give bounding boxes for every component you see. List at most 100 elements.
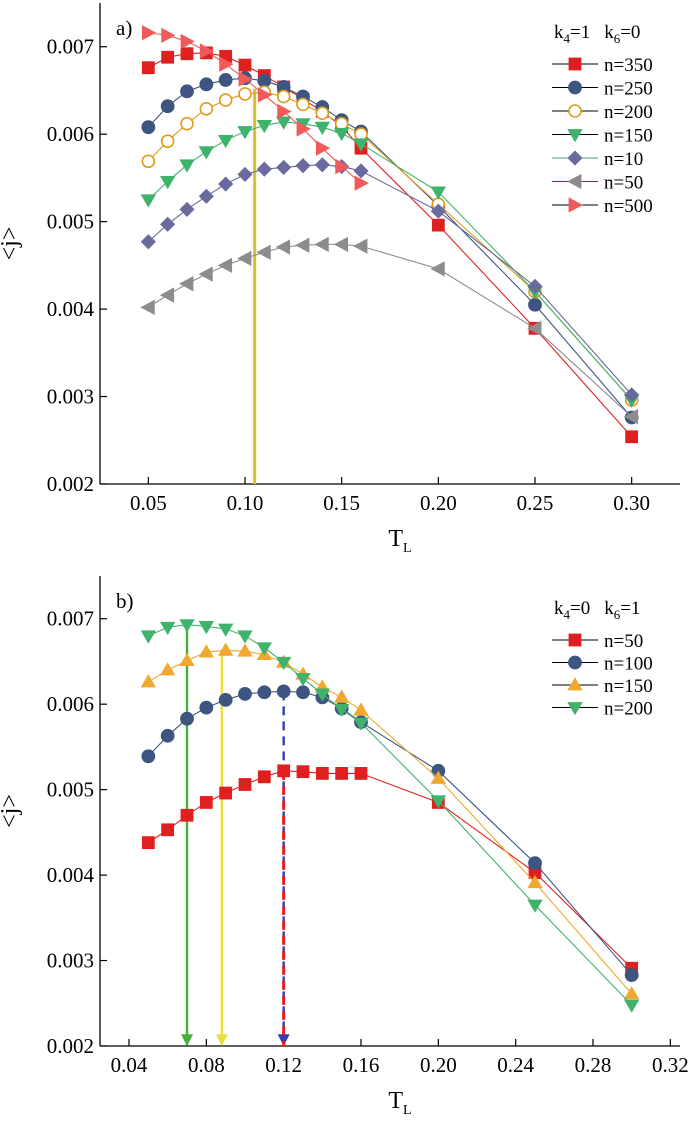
legend-marker: [567, 150, 583, 166]
data-point: [527, 874, 543, 889]
data-point: [159, 621, 176, 636]
y-tick-label: 0.005: [47, 210, 94, 234]
x-tick-label: 0.24: [497, 1053, 534, 1077]
legend-label: n=150: [604, 676, 653, 697]
data-point: [141, 749, 156, 764]
y-tick-label: 0.004: [47, 297, 95, 321]
data-point: [275, 116, 292, 130]
data-point: [217, 623, 234, 637]
data-point: [238, 87, 252, 101]
data-point: [527, 278, 543, 294]
panel-label: a): [116, 16, 132, 40]
data-point: [218, 693, 233, 707]
data-point: [276, 159, 292, 175]
data-point: [335, 158, 350, 175]
data-point: [237, 643, 253, 657]
data-point: [277, 764, 291, 778]
x-tick-label: 0.16: [343, 1053, 380, 1077]
data-point: [275, 656, 292, 671]
data-point: [315, 766, 329, 780]
data-point: [218, 93, 233, 107]
data-point: [277, 103, 292, 120]
data-point: [160, 99, 175, 114]
x-tick-label: 0.28: [575, 1053, 612, 1077]
data-point: [159, 176, 176, 190]
data-point: [353, 138, 369, 152]
data-point: [314, 688, 331, 702]
data-point: [624, 968, 639, 982]
data-point: [353, 717, 369, 731]
x-tick-label: 0.05: [130, 491, 167, 515]
data-point: [528, 297, 542, 312]
x-tick-label: 0.08: [188, 1053, 225, 1077]
data-point: [160, 216, 176, 232]
series-line: [147, 121, 633, 401]
data-point: [141, 61, 155, 75]
legend-marker: [567, 702, 583, 716]
data-point: [141, 120, 156, 135]
series-line: [148, 52, 633, 438]
data-point: [276, 89, 291, 104]
data-point: [140, 194, 157, 208]
data-point: [354, 127, 368, 141]
data-point: [237, 630, 253, 644]
series-n=150: [140, 642, 640, 1000]
data-point: [623, 408, 639, 425]
data-point: [333, 127, 350, 142]
legend-label: n=200: [604, 102, 653, 123]
data-point: [218, 73, 233, 87]
legend-label: n=200: [604, 699, 653, 720]
data-point: [180, 84, 194, 99]
y-tick-label: 0.003: [47, 385, 94, 409]
data-point: [527, 899, 543, 913]
data-point: [217, 257, 233, 274]
data-point: [623, 999, 640, 1013]
data-point: [256, 244, 271, 260]
data-point: [237, 126, 253, 140]
data-point: [140, 674, 157, 688]
data-point: [159, 662, 176, 676]
data-point: [179, 276, 194, 292]
data-point: [238, 778, 252, 791]
data-point: [296, 685, 310, 700]
data-point: [314, 121, 331, 135]
data-point: [238, 58, 252, 72]
data-point: [179, 652, 195, 666]
data-point: [430, 186, 447, 200]
data-point: [315, 140, 331, 156]
x-tick-label: 0.15: [323, 491, 360, 515]
x-tick-label: 0.10: [227, 491, 264, 515]
data-point: [296, 765, 310, 779]
series-n=10: [140, 157, 640, 403]
data-point: [354, 766, 368, 780]
data-point: [179, 201, 195, 217]
series-n=350: [141, 46, 639, 444]
legend-marker: [568, 57, 582, 71]
data-point: [219, 786, 233, 800]
data-point: [198, 146, 215, 160]
data-point: [256, 120, 273, 134]
data-point: [296, 121, 311, 137]
data-point: [431, 218, 445, 232]
legend-marker: [568, 197, 583, 213]
series-line: [148, 243, 633, 418]
legend-marker: [567, 129, 583, 143]
data-point: [256, 642, 273, 656]
data-point: [295, 158, 311, 174]
data-point: [527, 320, 542, 337]
y-axis-label: <j>: [0, 794, 23, 828]
y-tick-label: 0.006: [47, 692, 94, 716]
legend-marker: [568, 104, 582, 118]
series-n=50: [141, 764, 639, 975]
data-point: [624, 387, 640, 403]
series-n=500: [141, 25, 369, 191]
data-point: [430, 795, 447, 809]
legend-label: n=10: [604, 149, 643, 170]
data-point: [161, 50, 175, 64]
data-point: [256, 161, 272, 177]
data-point: [180, 808, 194, 822]
data-point: [217, 134, 234, 149]
data-point: [353, 238, 368, 254]
y-tick-label: 0.002: [47, 1034, 94, 1058]
